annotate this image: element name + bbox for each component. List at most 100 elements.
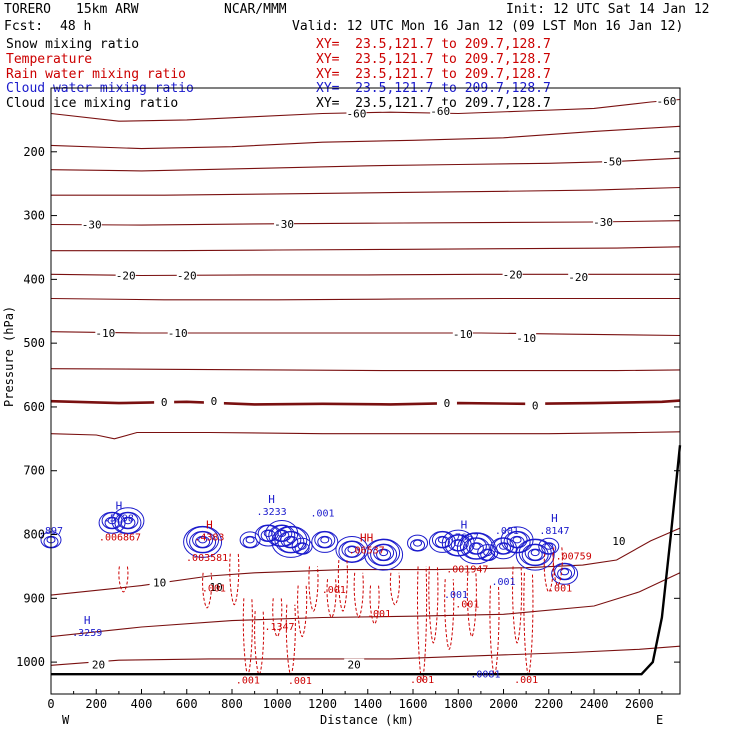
contour-label-bg: [516, 332, 537, 344]
contour-label-bg: [203, 395, 224, 407]
contour-label-bg: [115, 269, 136, 281]
rain-water-contour: [444, 579, 455, 650]
x-tick-label: 400: [131, 697, 153, 711]
temperature-contour-label: -10: [168, 327, 188, 340]
y-tick-label: 900: [23, 591, 45, 605]
field-xy-temperature: XY= 23.5,121.7 to 209.7,128.7: [316, 52, 551, 67]
cloud-water-max-value: .001: [491, 577, 515, 588]
rain-water-contour: [417, 566, 428, 682]
rain-water-max-value: .001: [367, 609, 391, 620]
rain-water-max-value: .001: [202, 584, 226, 595]
temperature-contour-label: -60: [430, 105, 450, 118]
rain-water-contour: [353, 572, 364, 618]
cloud-water-contour: [242, 535, 258, 548]
y-tick-label: 500: [23, 336, 45, 350]
x-tick-label: 2400: [580, 697, 609, 711]
cloud-water-contour: [456, 532, 496, 565]
rain-water-max-value: .00759: [556, 552, 592, 563]
cloud-water-max-value: .3233: [257, 507, 287, 518]
cloud-water-max-value: .8147: [539, 526, 569, 537]
contour-label-bg: [81, 218, 102, 230]
cloud-water-max-value: .0081: [470, 670, 500, 681]
right-end-label: E: [656, 713, 663, 727]
temperature-contour-label: -10: [516, 332, 536, 345]
temperature-contour: [51, 186, 681, 196]
rain-water-contour: [489, 585, 500, 676]
cloud-water-contour: [551, 562, 579, 585]
rain-water-contour: [428, 566, 439, 644]
field-name-cloud-ice: Cloud ice mixing ratio: [6, 96, 179, 111]
contour-label-bg: [149, 576, 170, 588]
contour-label-bg: [593, 215, 614, 227]
rain-water-max-value: .1347: [264, 622, 294, 633]
temperature-contour-label: -20: [177, 270, 197, 283]
x-axis-label: Distance (km): [320, 713, 414, 727]
cloud-water-max-value: .7667: [449, 533, 479, 544]
y-axis-label: Pressure (hPa): [2, 306, 16, 407]
cloud-water-contour: [410, 539, 426, 552]
temperature-contour: [50, 527, 681, 596]
temperature-contour: [50, 399, 681, 406]
temperature-contour: [50, 368, 681, 372]
contour-labels: -60 -60 -60 -50 -30 -30 -30 -20 -20 -20 -20 -10 -10 -…: [39, 94, 677, 687]
rain-water-max-value: .003581: [186, 553, 228, 564]
temperature-contour-label: 0: [211, 395, 218, 408]
rain-water-contour: [512, 566, 523, 644]
field-name-temperature: Temperature: [6, 52, 93, 67]
rain-water-max-marker: H: [206, 519, 213, 532]
temperature-contour-label: 10: [153, 576, 166, 589]
rain-water-contour: [118, 566, 129, 593]
temperature-contour-label: 10: [612, 535, 625, 548]
rain-water-max-marker: HH: [360, 531, 373, 544]
cloud-water-max-marker: H: [551, 512, 558, 525]
contour-label-bg: [274, 217, 295, 229]
contour-label-bg: [167, 326, 188, 338]
cloud-water-contour: [557, 567, 573, 580]
contour-label-bg: [656, 94, 677, 106]
init-time: Init: 12 UTC Sat 14 Jan 12: [506, 2, 710, 17]
rain-water-contour: [242, 598, 253, 676]
rain-water-contour: [466, 572, 477, 638]
rain-water-contour: [229, 553, 240, 606]
cloud-water-contour: [111, 507, 145, 535]
temperature-contour: [50, 98, 681, 122]
rain-water-contour: [285, 604, 296, 676]
rain-water-contour: [552, 547, 563, 587]
contour-label-bg: [568, 270, 589, 282]
cloud-water-contour: [271, 525, 311, 558]
x-tick-label: 2000: [489, 697, 518, 711]
x-tick-label: 1600: [399, 697, 428, 711]
contour-label-bg: [525, 399, 546, 411]
temperature-contour-label: -10: [453, 328, 473, 341]
contour-label-bg: [502, 268, 523, 280]
temperature-contour-label: 0: [444, 397, 451, 410]
temperature-contour-label: -30: [274, 218, 294, 231]
contour-label-bg: [206, 580, 227, 592]
y-tick-label: 1000: [16, 655, 45, 669]
temperature-contour: [50, 125, 681, 150]
temperature-contour-label: -30: [82, 219, 102, 232]
contour-label-bg: [346, 107, 367, 119]
field-name-rain: Rain water mixing ratio: [6, 67, 187, 82]
rain-water-contour: [337, 560, 348, 612]
cloud-water-max-value: .3259: [72, 628, 102, 639]
cloud-water-contour: [291, 537, 313, 555]
cloud-water-contour: [515, 538, 555, 571]
y-tick-label: 700: [23, 464, 45, 478]
contour-label-bg: [608, 534, 629, 546]
cloud-water-contour: [428, 530, 456, 553]
field-name-cloud-water: Cloud water mixing ratio: [6, 81, 194, 96]
rain-water-max-value: .06537: [349, 545, 385, 556]
rain-water-contour: [543, 553, 554, 593]
temperature-contour: [50, 331, 681, 337]
axes: 0 200 400 600 800 1000 1200 1400 1600 1800 2000 220…: [16, 145, 680, 711]
y-tick-label: 300: [23, 209, 45, 223]
cloud-water-contour: [239, 531, 261, 549]
y-tick-label: 800: [23, 528, 45, 542]
cloud-water-contour: [407, 534, 429, 552]
temperature-contour-label: -20: [503, 268, 523, 281]
terrain-line: [51, 445, 682, 676]
rain-water-max-value: .001947: [446, 564, 488, 575]
model-resolution: 15km ARW: [76, 2, 139, 17]
